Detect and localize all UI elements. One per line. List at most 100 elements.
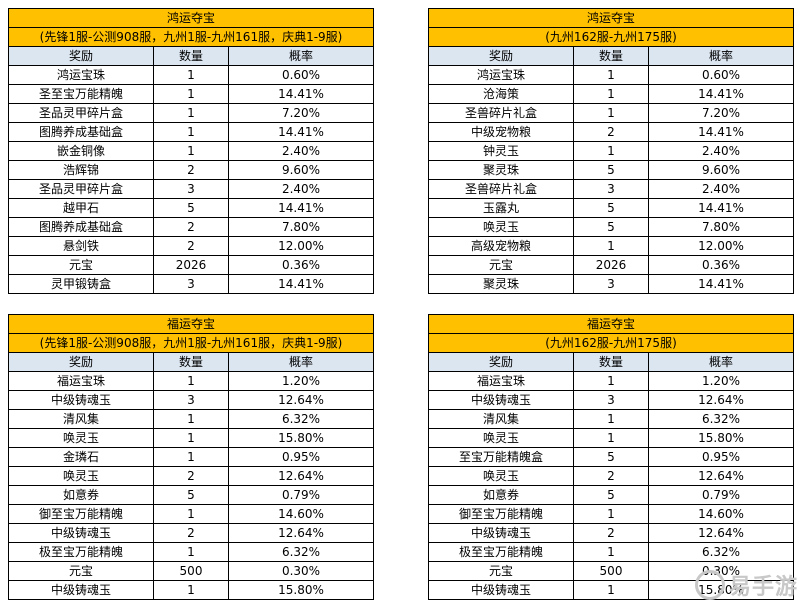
- quantity-cell: 1: [573, 371, 649, 391]
- probability-cell: 0.60%: [227, 65, 375, 85]
- probability-cell: 0.36%: [227, 255, 375, 275]
- table-row: 唤灵玉 1 15.80%: [428, 428, 795, 448]
- probability-cell: 15.80%: [227, 580, 375, 600]
- quantity-cell: 1: [573, 504, 649, 524]
- quantity-cell: 2026: [573, 255, 649, 275]
- table-title: 鸿运夺宝: [427, 8, 795, 28]
- reward-cell: 如意券: [428, 485, 574, 505]
- column-header-row: 奖励 数量 概率: [8, 46, 375, 66]
- table-row: 聚灵珠 3 14.41%: [428, 274, 795, 294]
- probability-cell: 14.41%: [227, 122, 375, 142]
- reward-cell: 唤灵玉: [428, 428, 574, 448]
- reward-cell: 鸿运宝珠: [8, 65, 154, 85]
- reward-cell: 嵌金铜像: [8, 141, 154, 161]
- probability-cell: 0.30%: [227, 561, 375, 581]
- table-fuyun-jiuzhou: 福运夺宝 (九州162服-九州175服) 奖励 数量 概率 福运宝珠 1 1.20% 中级铸魂玉…: [427, 314, 795, 600]
- quantity-cell: 2: [573, 122, 649, 142]
- probability-cell: 7.80%: [227, 217, 375, 237]
- column-header-reward: 奖励: [428, 46, 574, 66]
- probability-cell: 14.41%: [647, 274, 795, 294]
- quantity-cell: 2: [153, 160, 229, 180]
- reward-cell: 唤灵玉: [8, 466, 154, 486]
- column-header-probability: 概率: [647, 46, 795, 66]
- reward-cell: 中级铸魂玉: [428, 523, 574, 543]
- column-header-reward: 奖励: [8, 352, 154, 372]
- quantity-cell: 3: [153, 390, 229, 410]
- table-subtitle: (先锋1服-公测908服，九州1服-九州161服，庆典1-9服): [7, 333, 375, 353]
- probability-cell: 7.20%: [227, 103, 375, 123]
- column-header-row: 奖励 数量 概率: [428, 46, 795, 66]
- probability-cell: 0.79%: [227, 485, 375, 505]
- probability-cell: 14.60%: [647, 504, 795, 524]
- column-header-probability: 概率: [227, 352, 375, 372]
- probability-cell: 7.80%: [647, 217, 795, 237]
- probability-cell: 0.60%: [647, 65, 795, 85]
- reward-cell: 玉露丸: [428, 198, 574, 218]
- table-row: 元宝 500 0.30%: [8, 561, 375, 581]
- probability-cell: 9.60%: [647, 160, 795, 180]
- table-row: 悬剑铁 2 12.00%: [8, 236, 375, 256]
- reward-cell: 鸿运宝珠: [428, 65, 574, 85]
- reward-cell: 聚灵珠: [428, 274, 574, 294]
- quantity-cell: 3: [153, 274, 229, 294]
- quantity-cell: 1: [153, 65, 229, 85]
- table-row: 圣至宝万能精魄 1 14.41%: [8, 84, 375, 104]
- quantity-cell: 2: [153, 466, 229, 486]
- table-row: 中级铸魂玉 1 15.80%: [8, 580, 375, 600]
- column-header-quantity: 数量: [573, 46, 649, 66]
- probability-cell: 2.40%: [227, 179, 375, 199]
- probability-cell: 12.00%: [647, 236, 795, 256]
- table-row: 唤灵玉 2 12.64%: [8, 466, 375, 486]
- probability-cell: 15.80%: [227, 428, 375, 448]
- quantity-cell: 1: [153, 542, 229, 562]
- reward-cell: 福运宝珠: [8, 371, 154, 391]
- reward-cell: 唤灵玉: [8, 428, 154, 448]
- reward-cell: 钟灵玉: [428, 141, 574, 161]
- table-row: 福运宝珠 1 1.20%: [8, 371, 375, 391]
- reward-cell: 元宝: [8, 561, 154, 581]
- reward-cell: 唤灵玉: [428, 466, 574, 486]
- reward-cell: 越甲石: [8, 198, 154, 218]
- table-row: 沧海策 1 14.41%: [428, 84, 795, 104]
- table-subtitle: (九州162服-九州175服): [427, 333, 795, 353]
- probability-cell: 6.32%: [227, 542, 375, 562]
- probability-cell: 12.00%: [227, 236, 375, 256]
- table-row: 福运宝珠 1 1.20%: [428, 371, 795, 391]
- table-row: 中级铸魂玉 3 12.64%: [8, 390, 375, 410]
- quantity-cell: 5: [153, 485, 229, 505]
- probability-cell: 14.41%: [227, 274, 375, 294]
- reward-cell: 金璘石: [8, 447, 154, 467]
- probability-cell: 14.60%: [227, 504, 375, 524]
- reward-cell: 圣至宝万能精魄: [8, 84, 154, 104]
- quantity-cell: 5: [573, 485, 649, 505]
- table-row: 御至宝万能精魄 1 14.60%: [8, 504, 375, 524]
- probability-cell: 12.64%: [227, 390, 375, 410]
- column-header-reward: 奖励: [8, 46, 154, 66]
- probability-cell: 2.40%: [647, 179, 795, 199]
- table-row: 元宝 2026 0.36%: [428, 255, 795, 275]
- probability-cell: 12.64%: [647, 466, 795, 486]
- reward-cell: 中级铸魂玉: [8, 580, 154, 600]
- reward-cell: 清风集: [428, 409, 574, 429]
- probability-cell: 12.64%: [227, 466, 375, 486]
- quantity-cell: 2: [153, 217, 229, 237]
- quantity-cell: 500: [153, 561, 229, 581]
- quantity-cell: 2: [573, 466, 649, 486]
- quantity-cell: 3: [153, 179, 229, 199]
- table-row: 高级宠物粮 1 12.00%: [428, 236, 795, 256]
- quantity-cell: 1: [153, 122, 229, 142]
- table-title: 福运夺宝: [427, 314, 795, 334]
- reward-cell: 高级宠物粮: [428, 236, 574, 256]
- reward-cell: 清风集: [8, 409, 154, 429]
- column-header-probability: 概率: [227, 46, 375, 66]
- quantity-cell: 5: [153, 198, 229, 218]
- table-row: 极至宝万能精魄 1 6.32%: [8, 542, 375, 562]
- table-row: 金璘石 1 0.95%: [8, 447, 375, 467]
- probability-cell: 0.95%: [227, 447, 375, 467]
- reward-cell: 聚灵珠: [428, 160, 574, 180]
- quantity-cell: 1: [573, 141, 649, 161]
- probability-cell: 12.64%: [647, 390, 795, 410]
- probability-cell: 14.41%: [647, 84, 795, 104]
- reward-cell: 悬剑铁: [8, 236, 154, 256]
- quantity-cell: 5: [573, 160, 649, 180]
